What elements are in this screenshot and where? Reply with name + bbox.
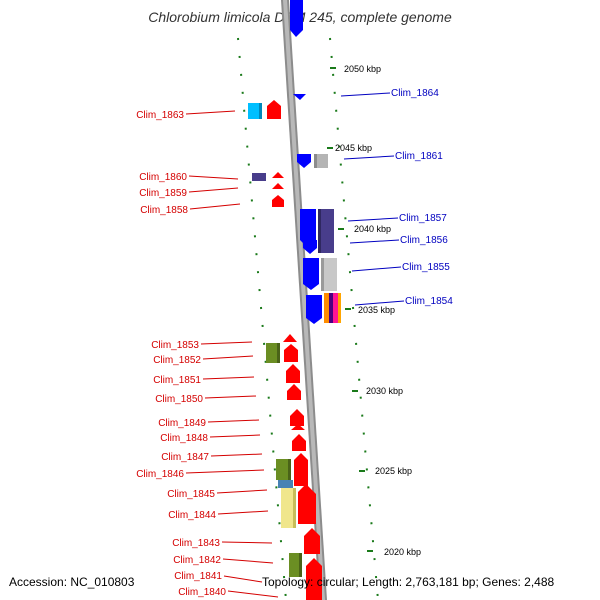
gene-arrow: [287, 384, 301, 400]
gene-label-clim-1851: Clim_1851: [153, 375, 201, 386]
gene-label-clim-1857: Clim_1857: [399, 213, 447, 224]
gene-arrow: [306, 558, 322, 600]
gene-box: [281, 488, 296, 528]
gene-label-clim-1850: Clim_1850: [155, 394, 203, 405]
minus-strand-genes: [290, 0, 341, 324]
gene-arrow: [300, 209, 316, 248]
gene-label-clim-1841: Clim_1841: [174, 571, 222, 582]
gene-label-clim-1859: Clim_1859: [139, 188, 187, 199]
gene-arrow: [290, 0, 303, 37]
scale-labels: 2050 kbp 2045 kbp 2040 kbp 2035 kbp 2030…: [335, 64, 421, 557]
gene-box: [278, 480, 293, 488]
gene-box: [299, 553, 302, 577]
scale-label: 2045 kbp: [335, 143, 372, 153]
gene-box: [314, 154, 317, 168]
gene-arrow: [290, 409, 304, 426]
gene-arrow: [284, 344, 298, 362]
gene-box: [277, 343, 280, 363]
scale-label: 2025 kbp: [375, 466, 412, 476]
gene-arrow: [267, 100, 281, 119]
gene-box: [314, 154, 328, 168]
gene-label-clim-1861: Clim_1861: [395, 151, 443, 162]
left-gene-labels: Clim_1863 Clim_1860 Clim_1859 Clim_1858 …: [136, 110, 226, 598]
gene-arrow: [303, 258, 319, 290]
gene-arrow: [294, 453, 308, 486]
gene-label-clim-1860: Clim_1860: [139, 172, 187, 183]
left-leader-lines: [185, 110, 279, 598]
gene-arrow: [272, 183, 284, 189]
gene-arrow: [292, 434, 306, 451]
right-leader-lines: [340, 92, 405, 306]
gene-label-clim-1849: Clim_1849: [158, 418, 206, 429]
gene-box: [333, 293, 338, 323]
gene-arrow: [283, 334, 297, 342]
gene-box: [288, 459, 291, 480]
gene-box: [252, 173, 266, 181]
gene-arrow: [291, 424, 305, 430]
gene-arrow: [304, 528, 320, 554]
gene-arrow: [272, 172, 284, 178]
genome-backbone: [281, 0, 327, 600]
gene-label-clim-1864: Clim_1864: [391, 88, 439, 99]
right-gene-labels: Clim_1864 Clim_1861 Clim_1857 Clim_1856 …: [391, 88, 453, 307]
genome-summary-text: Topology: circular; Length: 2,763,181 bp…: [262, 575, 555, 589]
gene-box: [318, 209, 334, 253]
gene-box: [321, 258, 337, 291]
gene-label-clim-1856: Clim_1856: [400, 235, 448, 246]
gene-label-clim-1858: Clim_1858: [140, 205, 188, 216]
gene-label-clim-1843: Clim_1843: [172, 538, 220, 549]
plus-strand-genes: [248, 100, 322, 600]
gene-arrow: [297, 154, 311, 168]
gene-label-clim-1848: Clim_1848: [160, 433, 208, 444]
gene-box: [276, 459, 291, 480]
gene-arrow: [306, 295, 322, 324]
gene-box: [293, 488, 296, 528]
gene-box: [324, 293, 329, 323]
scale-label: 2035 kbp: [358, 305, 395, 315]
gene-label-clim-1852: Clim_1852: [153, 355, 201, 366]
gene-label-clim-1845: Clim_1845: [167, 489, 215, 500]
gene-arrow: [293, 94, 306, 100]
scale-label: 2040 kbp: [354, 224, 391, 234]
gene-arrow: [303, 240, 317, 254]
scale-label: 2020 kbp: [384, 547, 421, 557]
gene-box: [259, 103, 262, 119]
gene-label-clim-1853: Clim_1853: [151, 340, 199, 351]
gene-label-clim-1846: Clim_1846: [136, 469, 184, 480]
gene-box: [266, 343, 280, 363]
gene-label-clim-1863: Clim_1863: [136, 110, 184, 121]
gene-label-clim-1844: Clim_1844: [168, 510, 216, 521]
gene-label-clim-1854: Clim_1854: [405, 296, 453, 307]
gene-box: [289, 553, 302, 577]
gene-label-clim-1855: Clim_1855: [402, 262, 450, 273]
gene-box: [248, 103, 262, 119]
scale-label: 2050 kbp: [344, 64, 381, 74]
gene-label-clim-1840: Clim_1840: [178, 587, 226, 598]
scale-ticks: [327, 67, 373, 552]
gene-label-clim-1847: Clim_1847: [161, 452, 209, 463]
scale-label: 2030 kbp: [366, 386, 403, 396]
gene-arrow: [272, 195, 284, 207]
gene-arrow: [286, 364, 300, 383]
gene-box: [329, 293, 333, 323]
gene-box: [338, 293, 341, 323]
gene-box: [318, 209, 321, 253]
gene-box: [321, 258, 324, 291]
accession-text: Accession: NC_010803: [9, 575, 135, 589]
gene-arrow: [298, 484, 316, 524]
gene-label-clim-1842: Clim_1842: [173, 555, 221, 566]
